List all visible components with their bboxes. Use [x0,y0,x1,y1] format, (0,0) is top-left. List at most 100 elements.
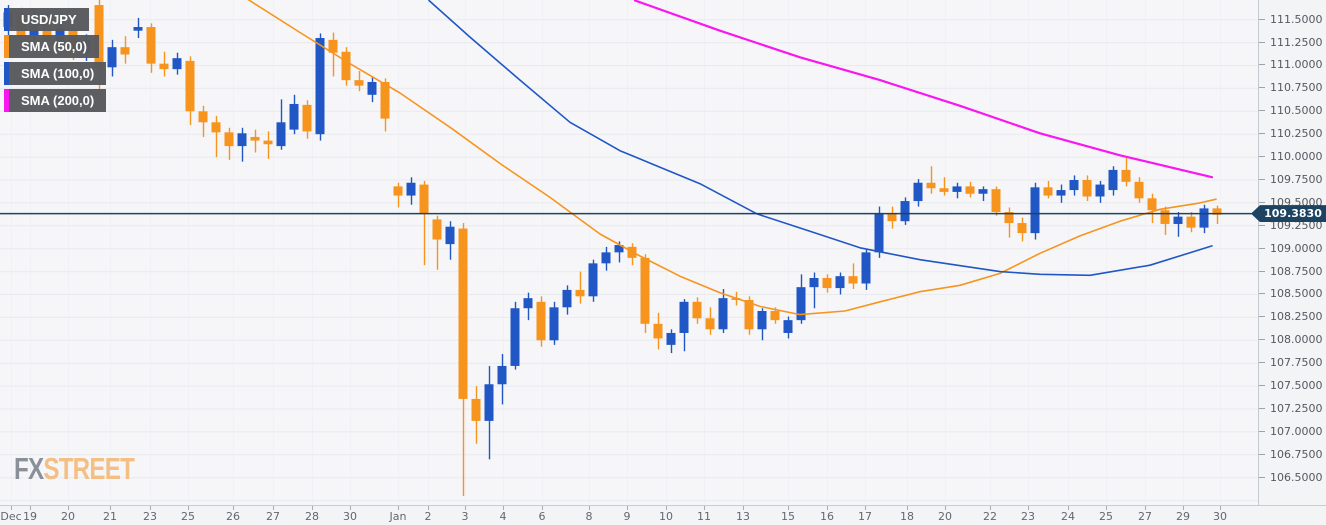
candle-body-down [250,136,260,141]
time-axis[interactable]: Dec 19 20 21 23 25 26 27 28 30 Jan 2 3 4 6 8 9 10 11 13 15 16… [0,505,1326,525]
price-axis[interactable]: 111.5000 111.2500 111.0000 110.7500 110.5000… [1258,0,1326,505]
tick-mark [1068,506,1069,510]
time-axis-label: 27 [266,510,280,523]
time-axis-label: 20 [938,510,952,523]
candle-body-up [666,332,676,345]
legend-color-bar [4,8,9,31]
candle-body-up [1173,216,1183,224]
candle-body-down [536,301,546,341]
candle-body-up [588,263,598,297]
candle-body-down [1147,198,1157,211]
price-axis-label: 110.0000 [1270,150,1323,164]
tick-mark [704,506,705,510]
candlestick-chart[interactable] [0,0,1258,505]
candle-body-down [458,228,468,399]
tick-mark [1220,506,1221,510]
candle-body-down [94,5,104,68]
candle-body-up [510,308,520,366]
plot-area[interactable] [0,0,1258,505]
price-axis-label: 108.5000 [1270,287,1323,301]
tick-mark [350,506,351,510]
tick-mark [743,506,744,510]
candle-body-down [146,27,156,64]
candle-body-down [991,189,1001,213]
tick-mark [312,506,313,510]
time-axis-label: 3 [461,510,469,523]
candle-body-up [1095,184,1105,197]
price-axis-label: 106.5000 [1270,470,1323,484]
tick-mark [1106,506,1107,510]
tick-mark [1259,224,1265,226]
legend-item-usd-jpy[interactable]: USD/JPY [4,8,89,31]
candle-body-down [224,132,234,147]
candle-body-up [1108,169,1118,191]
candle-body-down [1186,216,1196,228]
time-axis-label: 13 [736,510,750,523]
tick-mark [1259,41,1265,43]
price-axis-label: 110.2500 [1270,127,1323,141]
time-axis-label: 19 [23,510,37,523]
candle-body-up [276,122,286,147]
sma100-line [428,0,1213,277]
tick-mark [503,506,504,510]
legend-item-sma-100-0[interactable]: SMA (100,0) [4,62,107,85]
candle-body-down [354,80,364,86]
candle-body-down [926,182,936,189]
candle-body-up [523,298,533,309]
candle-body-down [120,47,130,55]
legend-label: USD/JPY [21,12,77,27]
candle-body-down [575,289,585,297]
candle-body-down [731,298,741,300]
candle-body-up [1069,179,1079,191]
candle-body-up [952,186,962,192]
tick-mark [273,506,274,510]
candle-body-down [159,63,169,70]
candle-body-down [1212,208,1222,215]
time-axis-label: 28 [305,510,319,523]
watermark-street: STREET [43,451,135,486]
candle-body-up [809,278,819,288]
tick-mark [465,506,466,510]
candle-body-down [887,212,897,222]
price-axis-label: 108.7500 [1270,264,1323,278]
candle-body-down [822,278,832,289]
time-axis-label: 25 [1099,510,1113,523]
tick-mark [1259,178,1265,180]
candle-body-up [601,252,611,264]
legend-item-sma-50-0[interactable]: SMA (50,0) [4,35,99,58]
time-axis-label: 9 [623,510,631,523]
tick-mark [1259,407,1265,409]
time-axis-label: 17 [858,510,872,523]
candle-body-up [796,287,806,321]
candle-body-down [328,39,338,53]
tick-mark [1259,201,1265,203]
legend: USD/JPY SMA (50,0) SMA (100,0) SMA (200,0) [4,8,107,116]
tick-mark [398,506,399,510]
candle-body-up [133,27,143,31]
watermark-fx: FX [14,451,44,486]
legend-item-sma-200-0[interactable]: SMA (200,0) [4,89,107,112]
candle-body-down [1121,169,1131,182]
candle-body-up [445,226,455,245]
candle-body-up [367,81,377,95]
candle-body-down [692,301,702,319]
candle-body-up [497,365,507,385]
candle-body-down [848,276,858,284]
price-axis-label: 109.2500 [1270,218,1323,232]
sma50-line [247,0,1217,316]
candle-body-up [900,201,910,222]
candle-body-up [679,301,689,333]
candle-body-down [1160,210,1170,224]
tick-mark [1259,430,1265,432]
tick-mark [1259,247,1265,249]
price-axis-label: 111.0000 [1270,58,1323,72]
tick-mark [1259,339,1265,341]
time-axis-label: 26 [226,510,240,523]
tick-mark [1183,506,1184,510]
candle-body-up [107,47,117,68]
time-axis-label: 27 [1138,510,1152,523]
tick-mark [1259,385,1265,387]
candle-body-down [640,257,650,324]
tick-mark [1145,506,1146,510]
time-axis-label: 11 [697,510,711,523]
